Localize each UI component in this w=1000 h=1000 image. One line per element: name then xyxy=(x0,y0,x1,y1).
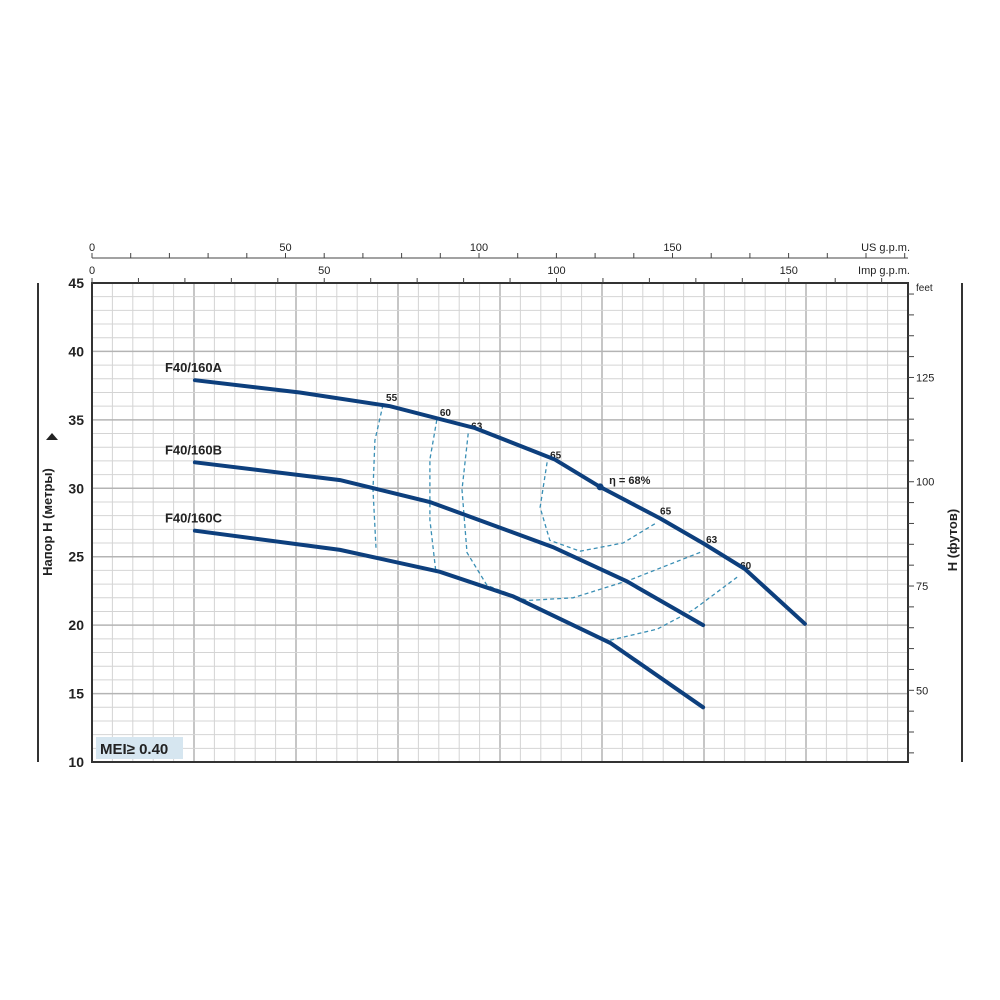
pump-curve xyxy=(192,378,807,626)
y-tick-label: 45 xyxy=(68,275,84,291)
efficiency-curve xyxy=(539,462,658,552)
y-axis-label-left: Напор H (метры) xyxy=(40,468,55,576)
efficiency-curve xyxy=(461,433,704,602)
efficiency-label-right: 63 xyxy=(706,535,718,546)
series-label: F40/160B xyxy=(165,442,222,457)
feet-tick-label: 125 xyxy=(916,372,934,384)
y-tick-label: 10 xyxy=(68,754,84,770)
pump-curve xyxy=(192,460,706,628)
us-gpm-tick-label: 0 xyxy=(89,242,95,254)
efficiency-curve xyxy=(429,419,438,574)
best-efficiency-point xyxy=(596,483,604,491)
us-gpm-tick-label: 50 xyxy=(279,242,291,254)
best-efficiency-label: η = 68% xyxy=(609,475,650,487)
imp-gpm-tick-label: 50 xyxy=(318,265,330,277)
us-gpm-label: US g.p.m. xyxy=(861,242,910,254)
efficiency-label-right: 60 xyxy=(740,561,752,572)
plot-frame xyxy=(91,282,909,763)
imp-gpm-label: Imp g.p.m. xyxy=(858,265,910,277)
us-gpm-tick-label: 150 xyxy=(663,242,681,254)
y-tick-label: 40 xyxy=(68,343,84,359)
mei-badge: MEI≥ 0.40 xyxy=(100,741,168,758)
efficiency-label: 65 xyxy=(550,450,562,461)
series-label: F40/160A xyxy=(165,360,223,375)
series-label: F40/160C xyxy=(165,511,223,526)
arrow-up-icon xyxy=(46,433,58,440)
feet-tick-label: 100 xyxy=(916,477,934,489)
pump-curve xyxy=(192,528,706,710)
efficiency-label: 60 xyxy=(440,408,452,419)
y-tick-label: 15 xyxy=(68,686,84,702)
y-tick-label: 30 xyxy=(68,480,84,496)
efficiency-label-right: 65 xyxy=(660,507,672,518)
y-tick-label: 20 xyxy=(68,617,84,633)
y-tick-label: 25 xyxy=(68,549,84,565)
feet-unit-label: feet xyxy=(916,283,933,294)
y-tick-label: 35 xyxy=(68,412,84,428)
efficiency-curve xyxy=(610,576,738,641)
mei-badge-bg xyxy=(96,737,183,759)
imp-gpm-tick-label: 0 xyxy=(89,265,95,277)
efficiency-label: 55 xyxy=(386,393,398,404)
imp-gpm-tick-label: 150 xyxy=(780,265,798,277)
feet-tick-label: 75 xyxy=(916,581,928,593)
efficiency-curve xyxy=(372,404,384,550)
us-gpm-tick-label: 100 xyxy=(470,242,488,254)
feet-tick-label: 50 xyxy=(916,685,928,697)
y-axis-label-right: H (футов) xyxy=(945,509,960,571)
imp-gpm-tick-label: 100 xyxy=(547,265,565,277)
